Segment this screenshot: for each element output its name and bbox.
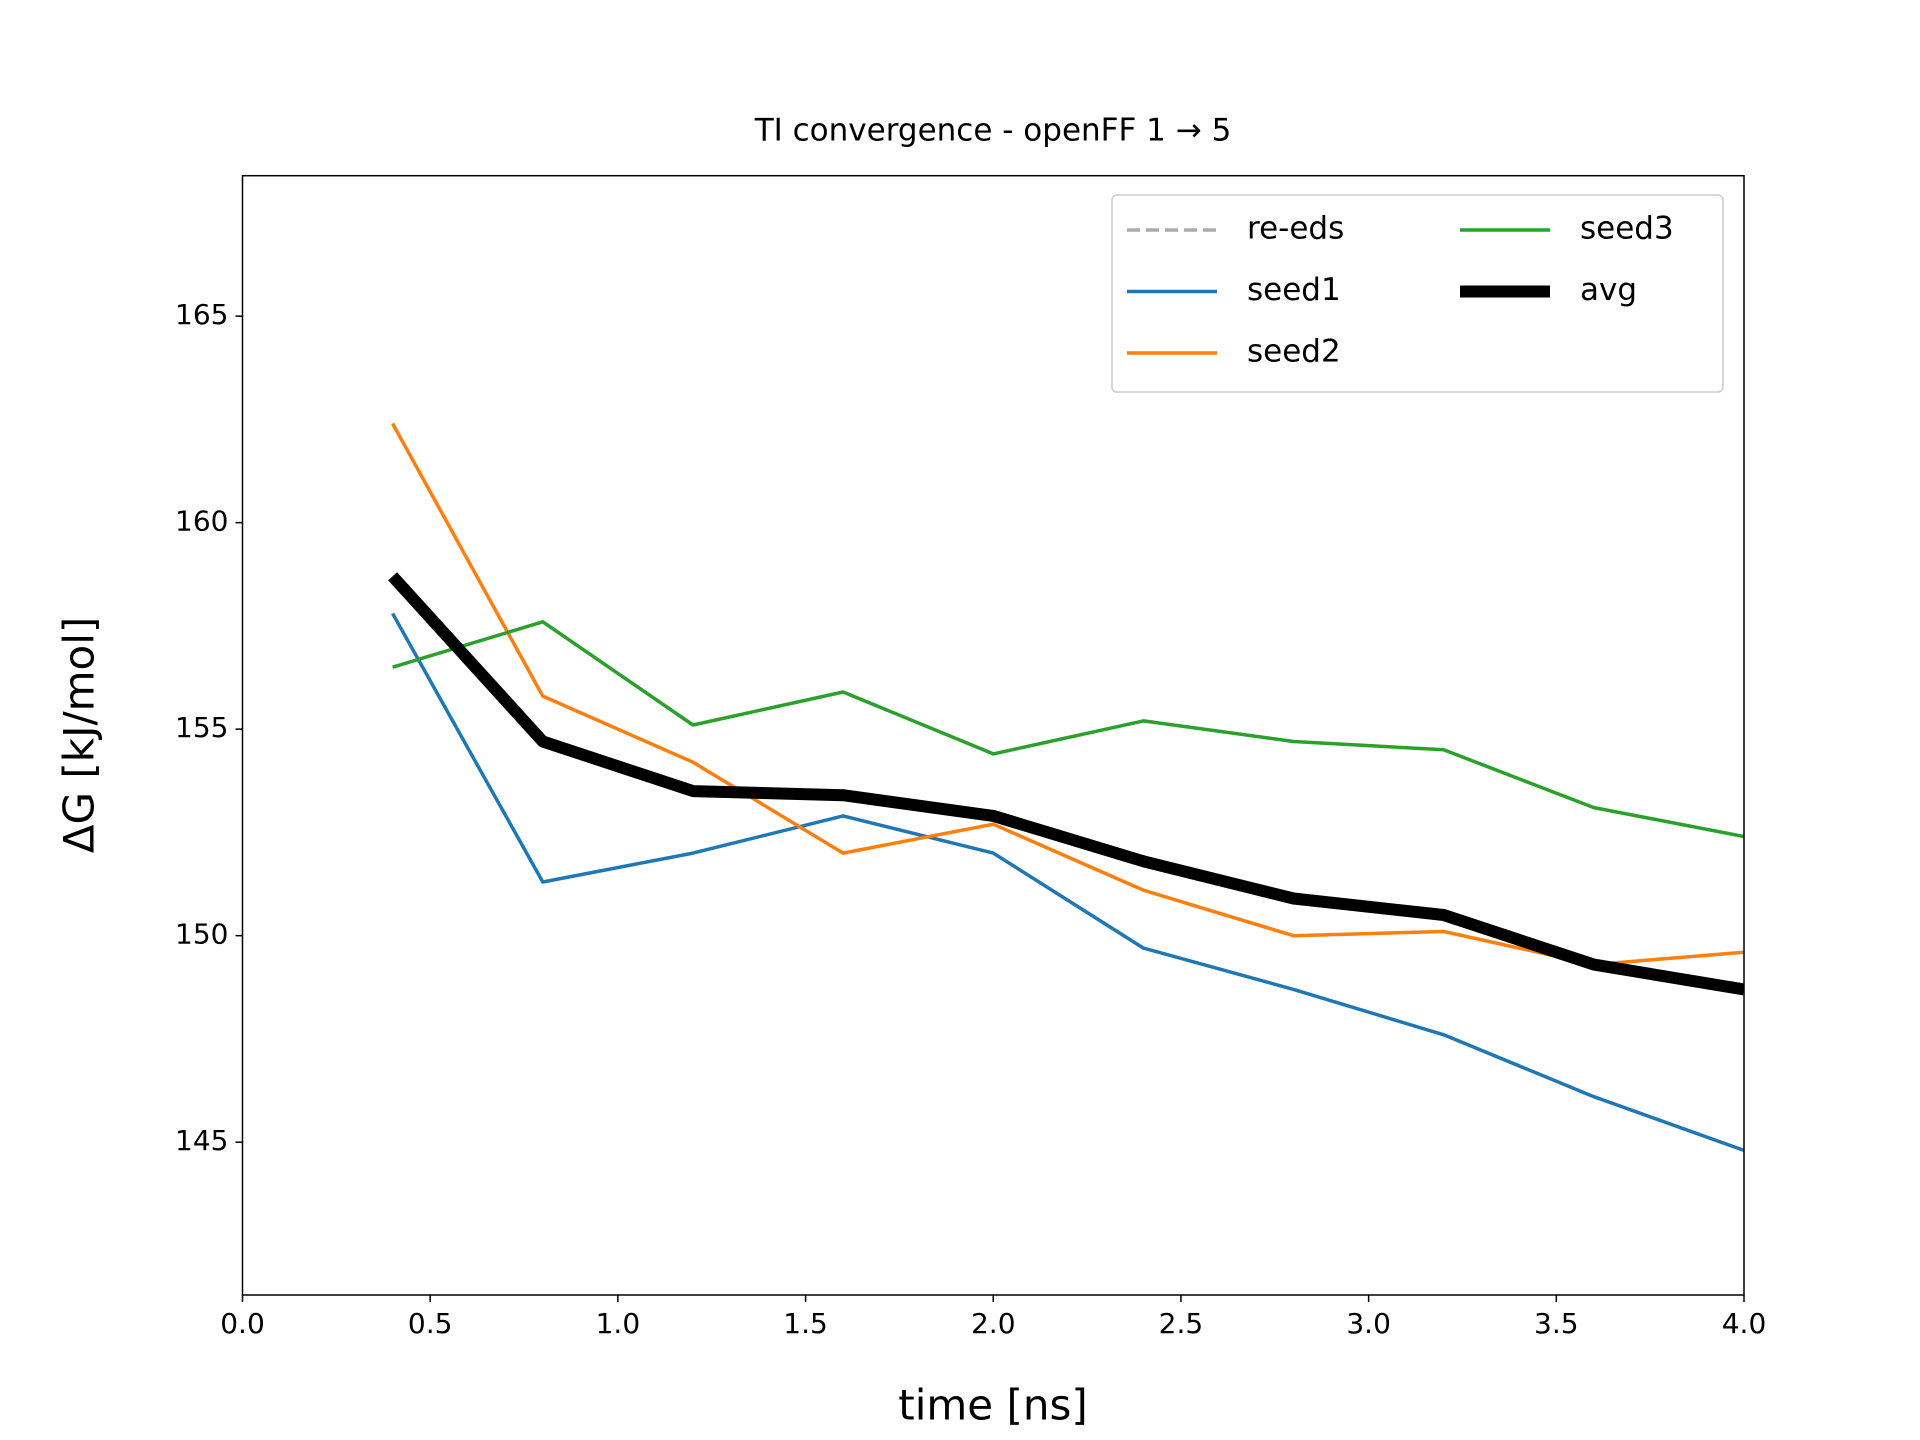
legend-label: seed1 bbox=[1247, 272, 1341, 308]
y-axis-label: ΔG [kJ/mol] bbox=[55, 617, 104, 854]
x-tick-label: 3.5 bbox=[1534, 1307, 1579, 1340]
legend-label: seed3 bbox=[1580, 211, 1674, 247]
x-tick-label: 2.0 bbox=[971, 1307, 1016, 1340]
y-tick-label: 155 bbox=[175, 711, 228, 744]
legend-box bbox=[1111, 194, 1724, 393]
legend-label: re-eds bbox=[1247, 211, 1344, 247]
x-tick-label: 0.0 bbox=[220, 1307, 265, 1340]
y-tick-label: 150 bbox=[175, 918, 228, 951]
x-axis-label: time [ns] bbox=[898, 1381, 1088, 1430]
line-series bbox=[391, 612, 1744, 1153]
y-tick-label: 165 bbox=[175, 298, 228, 331]
legend-label: seed2 bbox=[1247, 334, 1341, 370]
line-series bbox=[391, 422, 1744, 967]
plot-frame bbox=[241, 174, 1745, 1296]
x-tick-label: 1.5 bbox=[783, 1307, 828, 1340]
x-tick-label: 1.0 bbox=[596, 1307, 641, 1340]
x-tick-label: 3.0 bbox=[1346, 1307, 1391, 1340]
y-tick-label: 160 bbox=[175, 505, 228, 538]
legend-label: avg bbox=[1580, 272, 1637, 308]
line-series bbox=[392, 620, 1744, 839]
x-tick-label: 0.5 bbox=[408, 1307, 453, 1340]
x-tick-label: 4.0 bbox=[1722, 1307, 1767, 1340]
line-series bbox=[388, 572, 1744, 996]
x-tick-label: 2.5 bbox=[1159, 1307, 1204, 1340]
y-tick-label: 145 bbox=[175, 1124, 228, 1157]
chart-title: TI convergence - openFF 1 → 5 bbox=[754, 113, 1232, 149]
